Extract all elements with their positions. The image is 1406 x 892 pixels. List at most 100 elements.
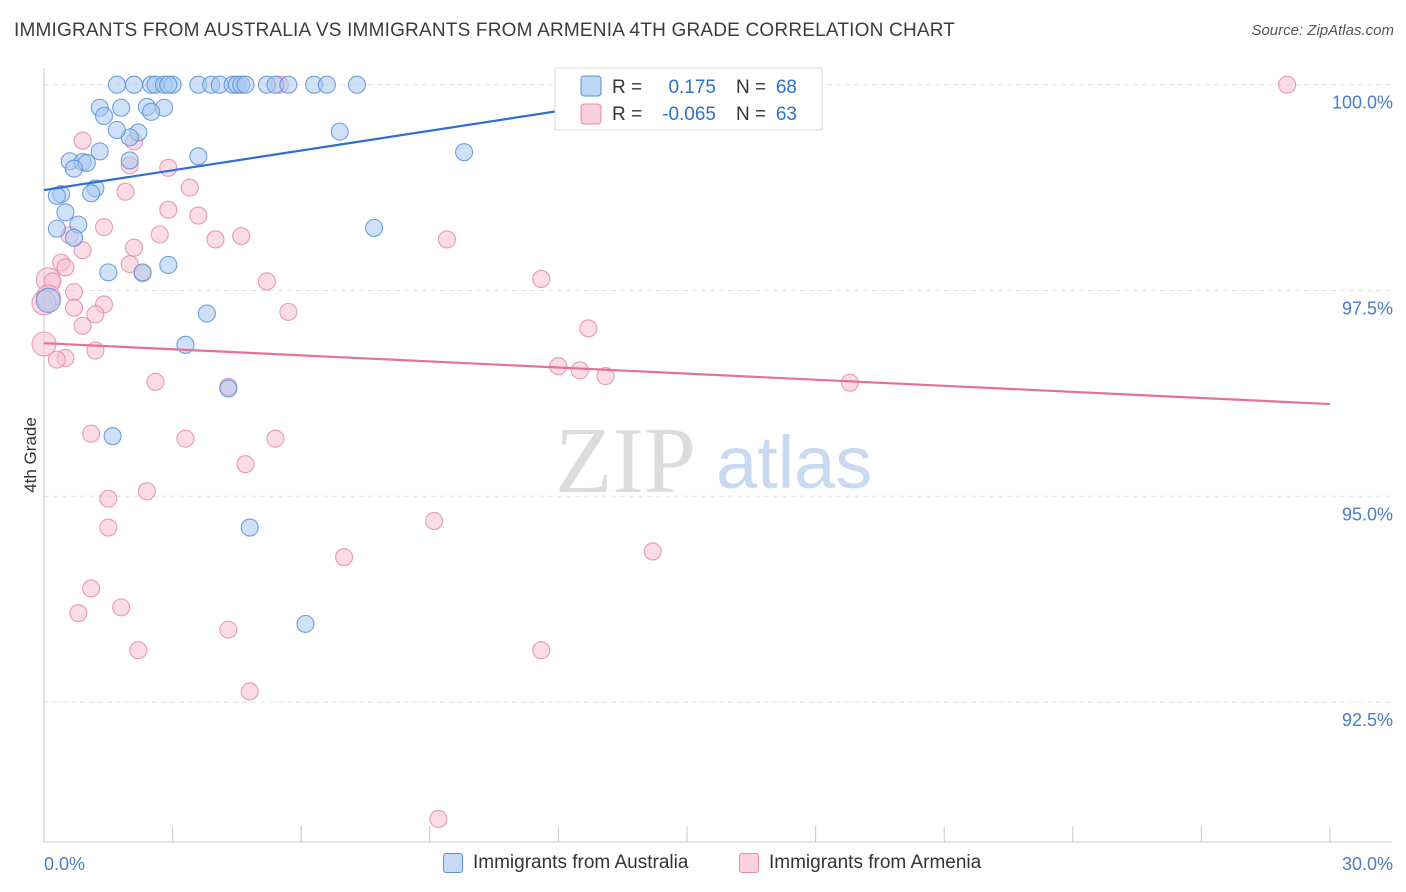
armenia-point xyxy=(532,269,551,289)
armenia-point xyxy=(112,598,131,617)
australia-point xyxy=(120,151,139,170)
grid-lines xyxy=(44,84,1392,703)
legend-swatch-blue xyxy=(443,853,463,873)
x-tick-label-min: 0.0% xyxy=(44,854,85,874)
australia-point xyxy=(296,614,315,633)
armenia-point xyxy=(159,200,178,219)
legend-item-armenia[interactable]: Immigrants from Armenia xyxy=(739,852,981,874)
armenia-point xyxy=(437,230,456,249)
armenia-point xyxy=(180,178,199,197)
legend-r-label-1: R = xyxy=(612,77,642,98)
armenia-point xyxy=(219,620,238,639)
armenia-point xyxy=(232,227,251,246)
armenia-point xyxy=(47,350,66,369)
armenia-point xyxy=(99,489,118,508)
armenia-point xyxy=(82,424,101,443)
chart-title: IMMIGRANTS FROM AUSTRALIA VS IMMIGRANTS … xyxy=(14,20,956,41)
armenia-point xyxy=(335,548,354,567)
australia-point xyxy=(107,75,126,94)
armenia-point xyxy=(1278,75,1297,94)
australia-point xyxy=(159,75,178,94)
legend-label-australia: Immigrants from Australia xyxy=(473,852,689,873)
armenia-point xyxy=(257,272,276,291)
australia-point xyxy=(90,142,109,161)
armenia-point xyxy=(137,482,156,501)
armenia-point xyxy=(279,302,298,321)
tick-labels: 92.5% 95.0% 97.5% 100.0% 0.0% 30.0% xyxy=(44,93,1393,874)
armenia-point xyxy=(425,511,444,531)
australia-point xyxy=(189,147,208,166)
armenia-point xyxy=(99,518,118,537)
watermark-zip: ZIP xyxy=(555,409,696,513)
australia-point xyxy=(64,228,84,247)
armenia-point xyxy=(206,230,225,249)
legend-swatch-armenia xyxy=(580,103,602,125)
australia-point xyxy=(279,75,298,94)
australia-point xyxy=(124,75,144,94)
armenia-point xyxy=(596,367,615,386)
armenia-point xyxy=(94,218,114,237)
watermark: ZIP atlas xyxy=(555,409,872,513)
source-label: Source: ZipAtlas.com xyxy=(1251,22,1394,39)
armenia-point xyxy=(116,182,135,201)
australia-point xyxy=(94,106,114,126)
australia-point xyxy=(112,98,131,117)
armenia-point xyxy=(266,429,285,448)
armenia-trend-line xyxy=(43,342,1331,406)
armenia-point xyxy=(532,641,551,660)
x-tick-label-max: 30.0% xyxy=(1342,854,1393,874)
armenia-point xyxy=(570,361,589,380)
armenia-point xyxy=(86,305,105,324)
australia-point xyxy=(133,263,152,282)
armenia-point xyxy=(64,298,84,317)
y-tick-label: 92.5% xyxy=(1342,710,1393,730)
australia-point xyxy=(236,75,255,94)
legend-n-label-2: N = xyxy=(736,104,766,125)
armenia-point xyxy=(64,283,84,302)
y-tick-label: 97.5% xyxy=(1342,298,1393,318)
australia-point xyxy=(197,304,216,323)
australia-point xyxy=(365,218,384,237)
armenia-point xyxy=(176,429,195,448)
watermark-atlas: atlas xyxy=(716,421,872,504)
armenia-point xyxy=(124,238,144,257)
armenia-point xyxy=(73,241,92,260)
armenia-point xyxy=(73,131,92,150)
australia-point xyxy=(317,75,336,94)
australia-point xyxy=(56,203,75,222)
australia-point xyxy=(240,518,259,537)
australia-point xyxy=(99,263,118,282)
armenia-point xyxy=(150,225,169,244)
armenia-point xyxy=(56,258,75,277)
australia-point xyxy=(219,379,238,398)
legend-n-value-1: 68 xyxy=(776,77,797,98)
australia-point xyxy=(330,122,349,141)
armenia-point xyxy=(643,542,662,561)
armenia-point xyxy=(82,579,101,598)
legend-item-australia[interactable]: Immigrants from Australia xyxy=(443,852,688,874)
armenia-point xyxy=(129,641,148,660)
legend-n-value-2: 63 xyxy=(776,104,797,125)
legend-swatch-australia xyxy=(580,75,602,97)
armenia-point xyxy=(240,682,259,701)
australia-point xyxy=(455,143,474,162)
axes xyxy=(43,68,1392,843)
australia-point xyxy=(35,287,61,313)
trend-lines xyxy=(43,90,1331,406)
legend-r-value-2: -0.065 xyxy=(662,104,716,125)
armenia-point xyxy=(69,604,88,623)
australia-point xyxy=(64,159,84,178)
armenia-point xyxy=(146,372,165,391)
australia-point xyxy=(82,184,101,203)
armenia-point xyxy=(120,255,139,274)
australia-point xyxy=(347,75,366,94)
armenia-point xyxy=(579,319,598,338)
y-axis-label: 4th Grade xyxy=(21,417,40,493)
bottom-legend: Immigrants from Australia Immigrants fro… xyxy=(0,850,1406,880)
legend-box: R = 0.175 N = 68 R = -0.065 N = 63 xyxy=(554,67,823,131)
legend-swatch-pink xyxy=(739,853,759,873)
legend-label-armenia: Immigrants from Armenia xyxy=(769,852,982,873)
y-tick-label: 95.0% xyxy=(1342,504,1393,524)
australia-point xyxy=(159,255,178,275)
